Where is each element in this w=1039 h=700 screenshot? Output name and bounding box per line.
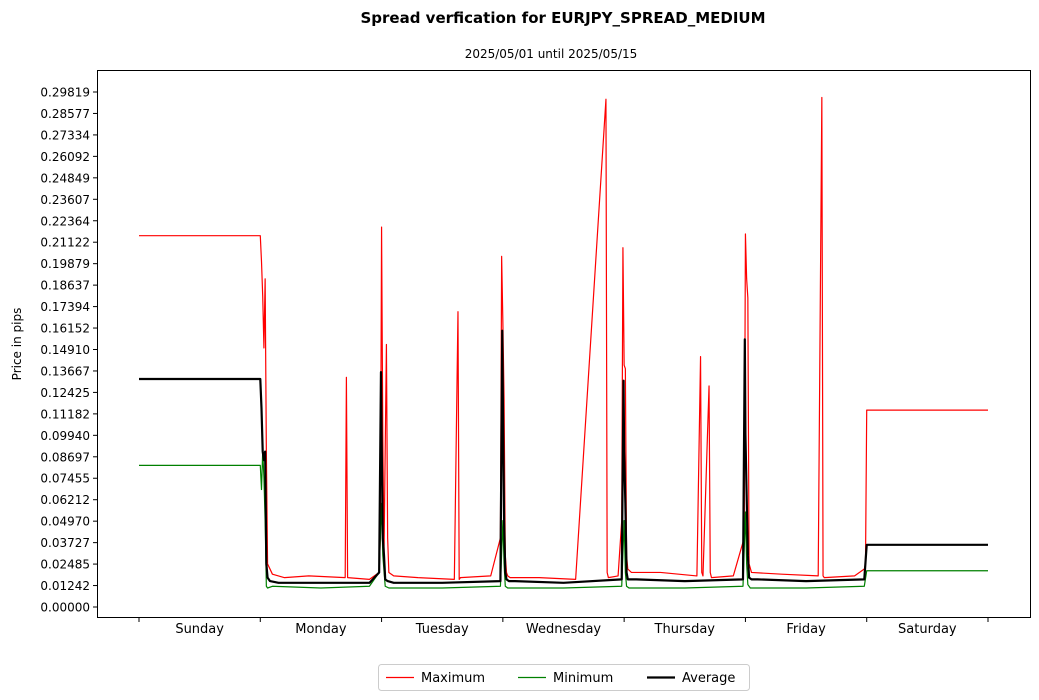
y-tick-label: 0.12425 <box>40 386 90 400</box>
y-tick-label: 0.04970 <box>40 515 90 529</box>
y-tick-label: 0.23607 <box>40 193 90 207</box>
legend-item: Minimum <box>518 671 613 686</box>
x-tick-label: Tuesday <box>415 622 469 637</box>
y-tick-label: 0.29819 <box>40 86 90 100</box>
x-tick-label: Thursday <box>654 622 716 637</box>
y-tick-label: 0.17394 <box>40 300 90 314</box>
legend-label: Average <box>682 671 735 686</box>
y-tick-label: 0.03727 <box>40 536 90 550</box>
series-line-maximum <box>139 96 988 580</box>
y-tick-label: 0.27334 <box>40 128 90 142</box>
plot-frame <box>97 70 1031 618</box>
y-tick-label: 0.19879 <box>40 257 90 271</box>
y-tick-label: 0.18637 <box>40 279 90 293</box>
y-tick-label: 0.22364 <box>40 214 90 228</box>
y-tick-label: 0.08697 <box>40 450 90 464</box>
y-tick-label: 0.00000 <box>40 601 90 615</box>
y-tick-label: 0.24849 <box>40 171 90 185</box>
y-tick-label: 0.16152 <box>40 322 90 336</box>
y-tick-label: 0.06212 <box>40 493 90 507</box>
legend-box <box>378 664 750 691</box>
y-tick-label: 0.13667 <box>40 364 90 378</box>
chart-title: Spread verfication for EURJPY_SPREAD_MED… <box>360 9 765 27</box>
legend-label: Maximum <box>421 671 485 686</box>
y-tick-label: 0.21122 <box>40 236 90 250</box>
x-tick-label: Friday <box>786 622 826 637</box>
y-tick-label: 0.09940 <box>40 429 90 443</box>
legend: Maximum Minimum Average <box>378 664 750 691</box>
y-tick-label: 0.02485 <box>40 558 90 572</box>
series-layer <box>139 96 988 589</box>
chart-subtitle: 2025/05/01 until 2025/05/15 <box>465 47 638 61</box>
y-tick-label: 0.14910 <box>40 343 90 357</box>
x-tick-label: Monday <box>295 622 347 637</box>
legend-item: Maximum <box>386 671 485 686</box>
x-tick-label: Saturday <box>898 622 957 637</box>
y-axis-label: Price in pips <box>10 308 24 381</box>
legend-item: Average <box>647 671 735 686</box>
y-tick-label: 0.07455 <box>40 472 90 486</box>
legend-label: Minimum <box>553 671 613 686</box>
x-tick-label: Sunday <box>175 622 224 637</box>
y-tick-label: 0.26092 <box>40 150 90 164</box>
x-tick-label: Wednesday <box>526 622 602 637</box>
series-line-average <box>139 329 988 584</box>
x-axis: Sunday Monday Tuesday Wednesday Thursday Frid… <box>138 617 989 637</box>
y-axis: 0.00000 0.01242 0.02485 0.03727 0.04970 0.062… <box>40 86 98 615</box>
y-tick-label: 0.11182 <box>40 407 90 421</box>
y-tick-label: 0.28577 <box>40 107 90 121</box>
y-tick-label: 0.01242 <box>40 579 90 593</box>
